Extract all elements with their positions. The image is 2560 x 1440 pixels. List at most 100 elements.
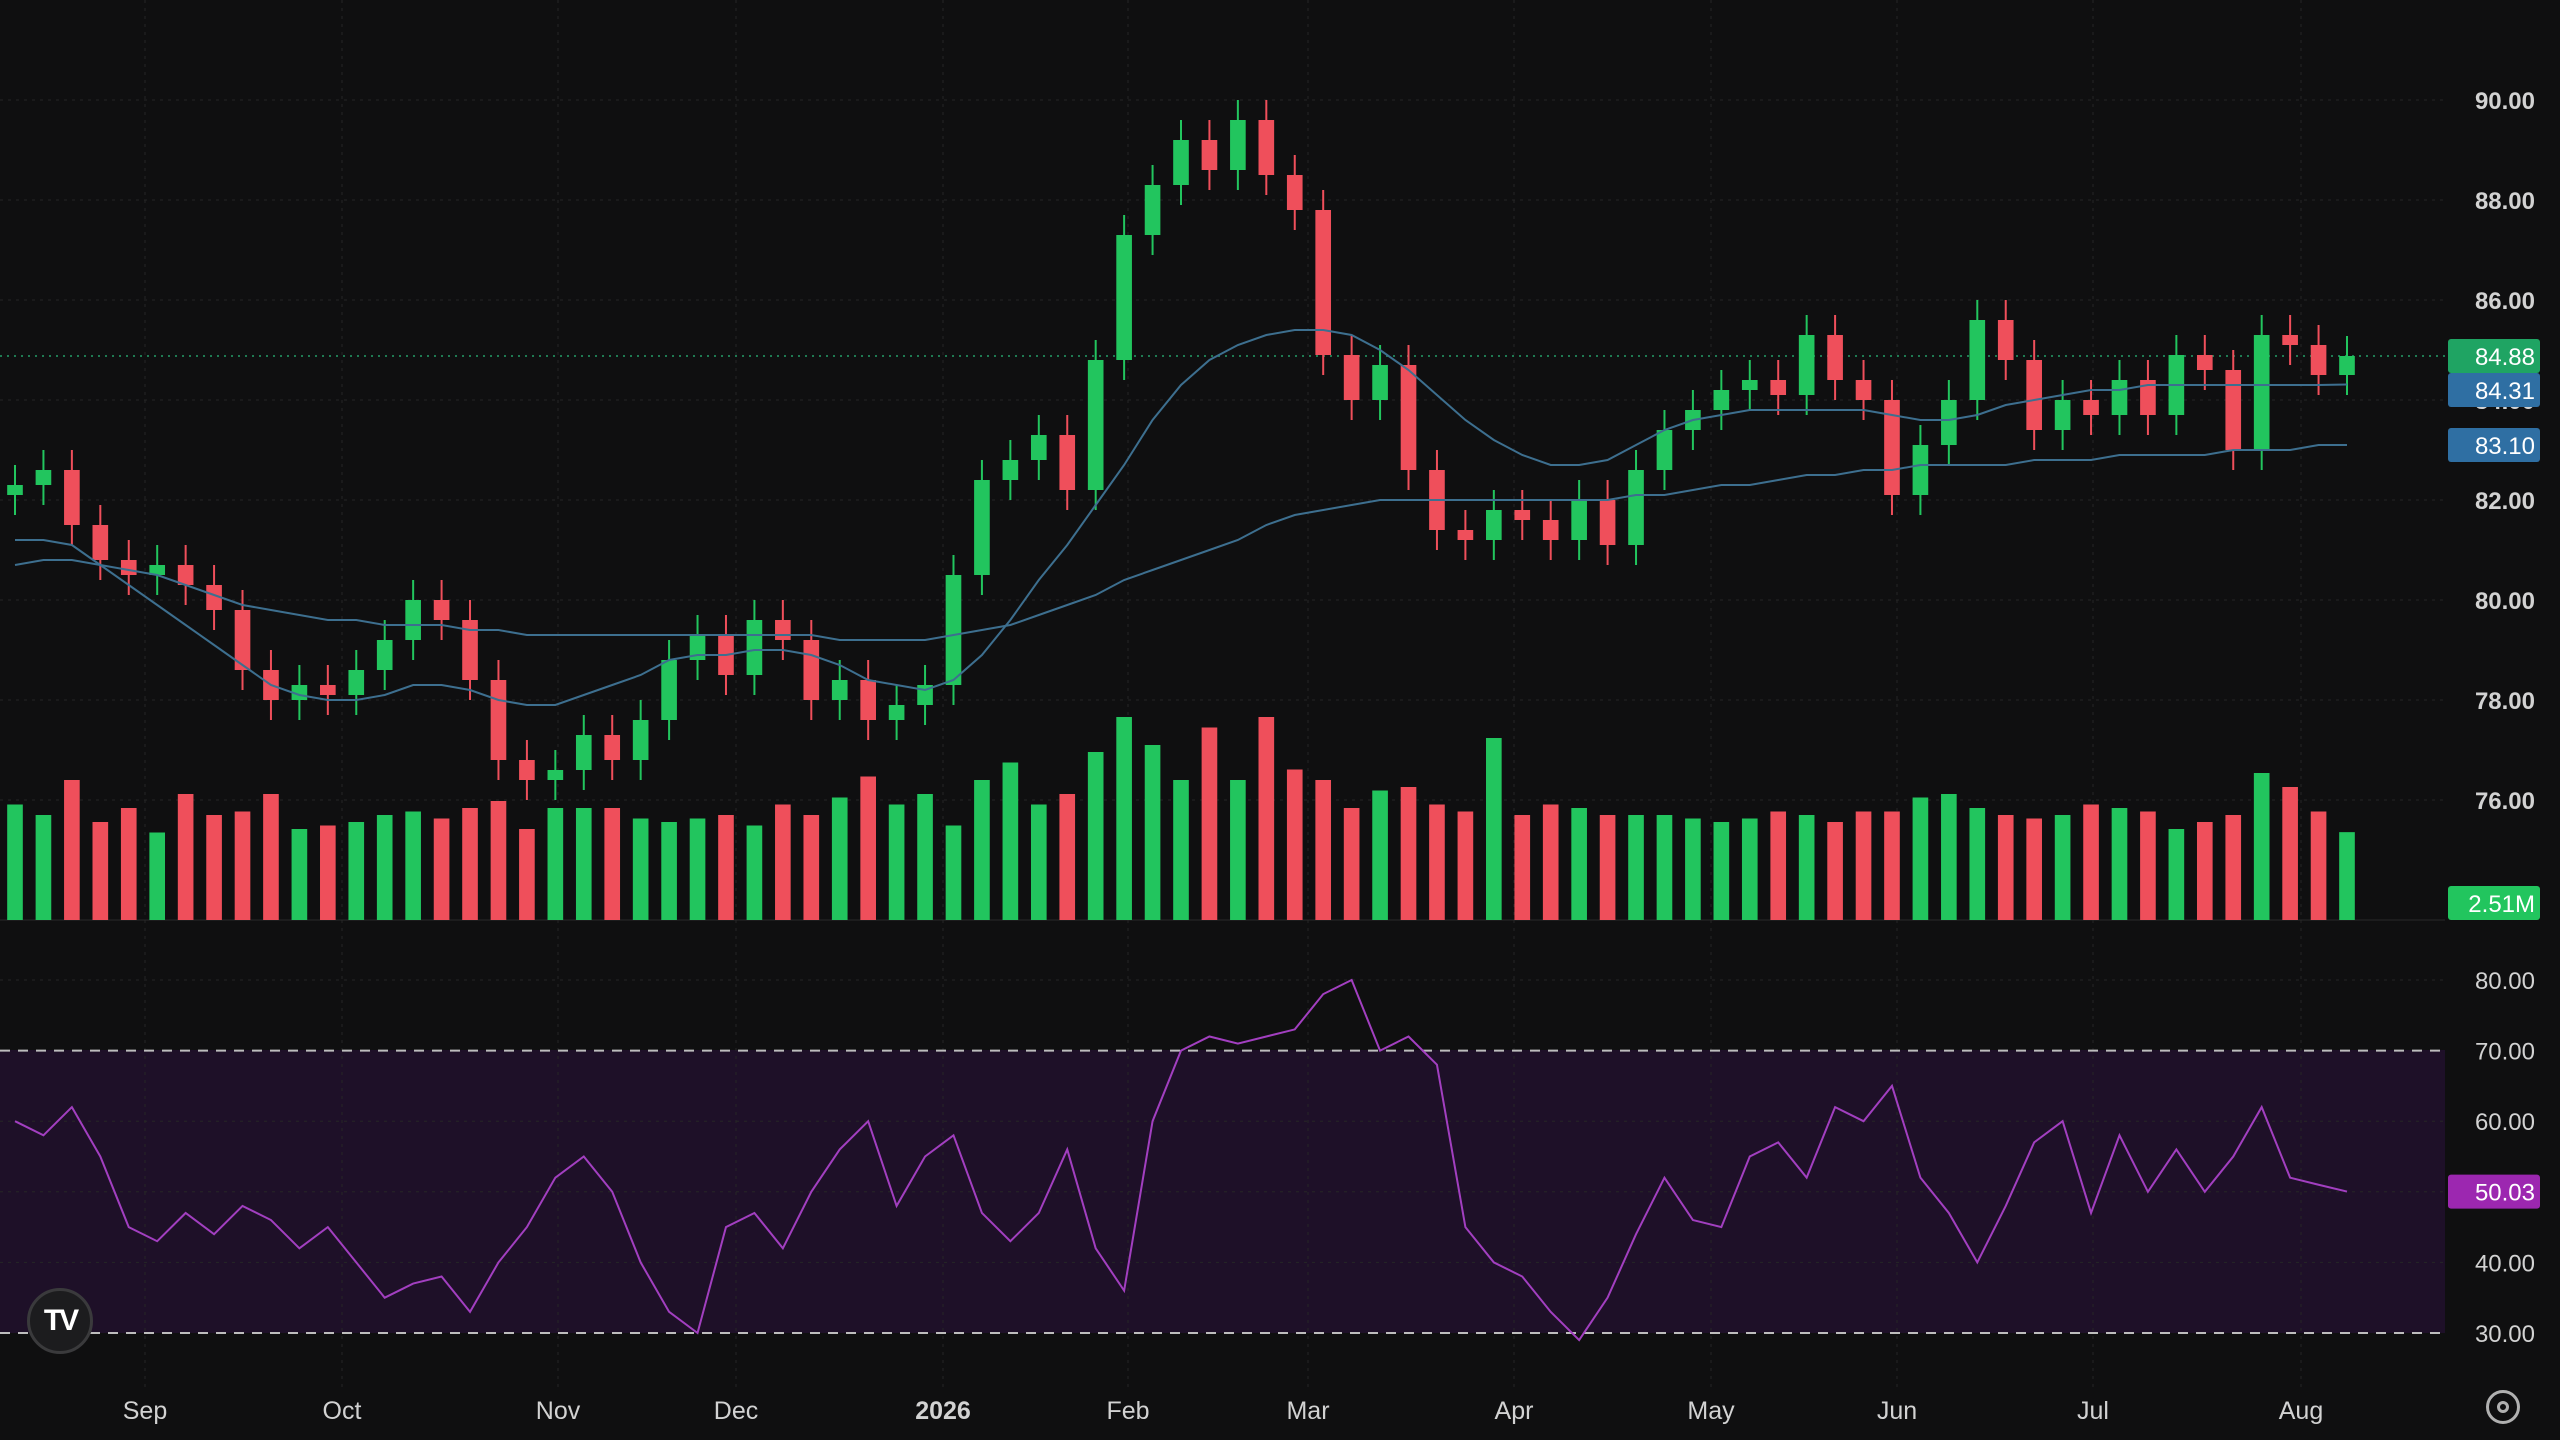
candle-body bbox=[1059, 435, 1076, 490]
candle-body bbox=[1741, 380, 1758, 390]
volume-bar bbox=[803, 815, 820, 920]
ma-fast-line bbox=[15, 329, 2348, 706]
volume-bar bbox=[1884, 811, 1900, 920]
candle-body bbox=[2310, 345, 2327, 375]
volume-badge-bg bbox=[2448, 886, 2540, 920]
candle-body bbox=[7, 485, 23, 495]
candle-body bbox=[1941, 400, 1957, 445]
volume-bar bbox=[64, 780, 80, 920]
volume-bar bbox=[1002, 762, 1019, 920]
volume-bar bbox=[2282, 787, 2298, 920]
time-tick-label: Apr bbox=[1495, 1397, 1534, 1425]
candle-body bbox=[1002, 460, 1019, 480]
volume-bar bbox=[263, 794, 279, 920]
volume-bar bbox=[746, 825, 763, 920]
candle-body bbox=[2253, 335, 2270, 450]
gear-icon[interactable] bbox=[2486, 1390, 2520, 1424]
volume-bar bbox=[1087, 752, 1104, 920]
candle-body bbox=[1997, 320, 2014, 360]
ma-slow-badge-bg bbox=[2448, 428, 2540, 462]
volume-bar bbox=[1030, 804, 1047, 920]
volume-bar bbox=[149, 832, 166, 920]
candle-body bbox=[1230, 120, 1246, 170]
time-tick-label: Aug bbox=[2279, 1397, 2323, 1425]
candle-body bbox=[2339, 356, 2355, 375]
time-tick-label: 2026 bbox=[915, 1397, 971, 1425]
candle-body bbox=[92, 525, 109, 560]
volume-bar bbox=[917, 794, 933, 920]
moving-averages bbox=[14, 329, 2348, 706]
rsi-band bbox=[0, 1050, 2445, 1333]
volume-bar bbox=[604, 808, 621, 920]
rsi-series-line bbox=[14, 978, 2348, 1342]
volume-bar bbox=[860, 776, 876, 920]
volume-bar bbox=[2339, 832, 2355, 920]
volume-bar bbox=[1201, 727, 1218, 920]
volume-bar bbox=[945, 825, 962, 920]
volume-bar bbox=[35, 815, 52, 920]
ma-slow-badge: 83.10 bbox=[2475, 433, 2535, 460]
candle-body bbox=[433, 600, 450, 620]
time-tick-label: Oct bbox=[323, 1397, 362, 1425]
candle-body bbox=[490, 680, 507, 760]
volume-bar bbox=[320, 825, 336, 920]
axis-badges: 84.88 84.31 83.10 2.51M 50.03 bbox=[2448, 339, 2540, 1209]
volume-bar bbox=[2111, 808, 2128, 920]
rsi-band-lines bbox=[0, 1049, 2445, 1334]
volume-bar bbox=[775, 804, 791, 920]
candle-body bbox=[1969, 320, 1986, 400]
volume-bar bbox=[7, 804, 23, 920]
candle-body bbox=[547, 770, 564, 780]
time-tick-label: Jul bbox=[2077, 1397, 2109, 1425]
volume-bar bbox=[1599, 815, 1616, 920]
last-price-badge-bg bbox=[2448, 339, 2540, 373]
volume-bar bbox=[1969, 808, 1986, 920]
price-tick-label: 90.00 bbox=[2475, 88, 2535, 115]
candle-body bbox=[803, 640, 820, 700]
volume-bar bbox=[974, 780, 990, 920]
candle-body bbox=[1400, 365, 1417, 470]
volume-bar bbox=[632, 818, 649, 920]
volume-bar bbox=[1059, 794, 1076, 920]
candle-body bbox=[1656, 430, 1673, 470]
volume-bar bbox=[575, 808, 592, 920]
volume-bar bbox=[490, 801, 507, 920]
candle-body bbox=[1798, 335, 1815, 395]
candle-body bbox=[2196, 355, 2213, 370]
candle-body bbox=[2083, 400, 2099, 415]
volume-bar bbox=[234, 811, 251, 920]
time-axis[interactable]: Sep Oct Nov Dec 2026 Feb Mar Apr May Jun Jul Aug bbox=[123, 1397, 2323, 1425]
volume-bar bbox=[2026, 818, 2042, 920]
volume-bar bbox=[92, 822, 109, 920]
candle-body bbox=[1030, 435, 1047, 460]
candle-body bbox=[632, 720, 649, 760]
rsi-tick-label: 30.00 bbox=[2475, 1321, 2535, 1348]
rsi-tick-label: 40.00 bbox=[2475, 1250, 2535, 1277]
candle-body bbox=[206, 585, 222, 610]
candle-body bbox=[177, 565, 194, 585]
volume-bar bbox=[1656, 815, 1673, 920]
volume-bar bbox=[1116, 717, 1132, 920]
volume-bar bbox=[2140, 811, 2156, 920]
candle-body bbox=[64, 470, 80, 525]
volume-bar bbox=[1343, 808, 1360, 920]
candle-body bbox=[348, 670, 365, 695]
volume-bar bbox=[1628, 815, 1644, 920]
volume-bar bbox=[1258, 717, 1275, 920]
tradingview-logo-icon[interactable]: TV bbox=[27, 1288, 93, 1354]
volume-bar bbox=[1912, 797, 1929, 920]
volume-bar bbox=[689, 818, 706, 920]
volume-bar bbox=[2168, 829, 2185, 920]
volume-bar bbox=[1400, 787, 1417, 920]
volume-bar bbox=[405, 811, 421, 920]
candle-body bbox=[2225, 370, 2242, 450]
price-tick-label: 78.00 bbox=[2475, 688, 2535, 715]
candle-body bbox=[689, 635, 706, 660]
volume-bar bbox=[348, 822, 365, 920]
volume-bar bbox=[1741, 818, 1758, 920]
candle-body bbox=[1315, 210, 1332, 355]
candle-body bbox=[775, 620, 791, 640]
volume-bar bbox=[519, 829, 535, 920]
price-tick-label: 86.00 bbox=[2475, 288, 2535, 315]
